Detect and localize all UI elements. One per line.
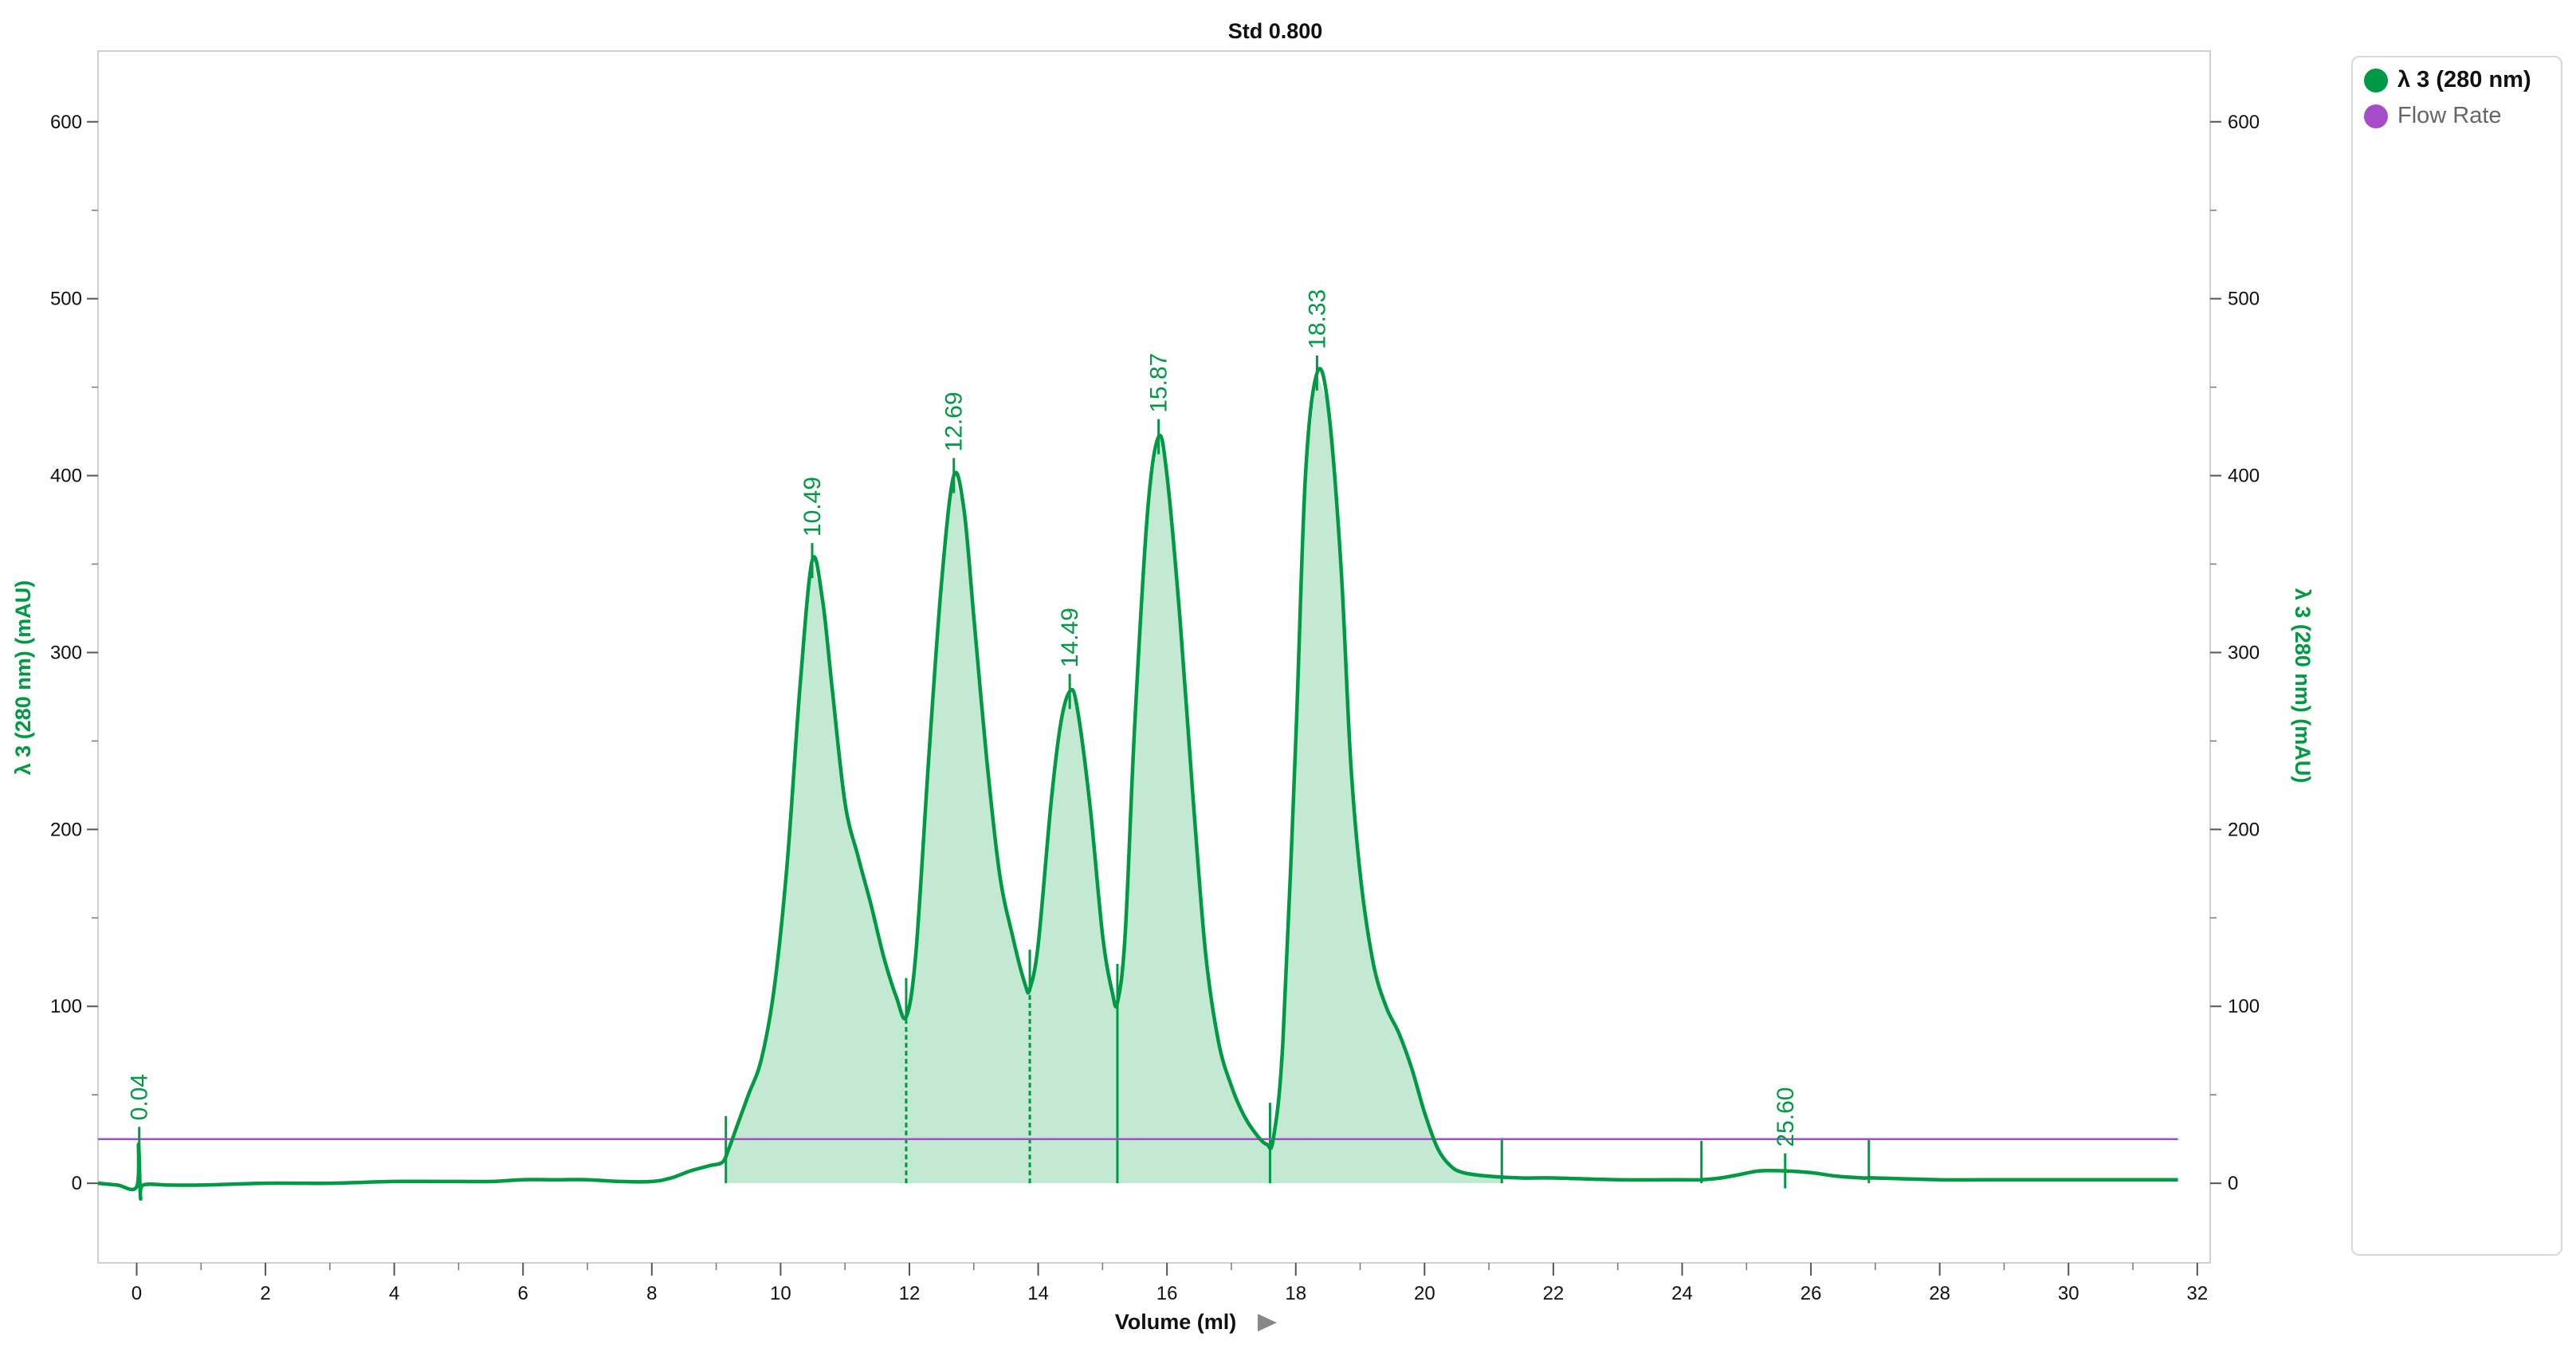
- legend-label-absorbance: λ 3 (280 nm): [2397, 67, 2531, 92]
- y-left-tick-label: 600: [50, 112, 82, 133]
- chart-title: Std 0.800: [1228, 19, 1323, 43]
- y-right-tick-label: 500: [2228, 289, 2260, 310]
- legend-panel: λ 3 (280 nm) Flow Rate: [2351, 56, 2562, 1256]
- y-left-tick-label: 200: [50, 819, 82, 840]
- peak-area-fill: [725, 372, 1502, 1184]
- x-axis-arrow-icon[interactable]: [1258, 1314, 1277, 1331]
- peak-label: 0.04: [127, 1074, 153, 1120]
- x-axis: 0 2 4 6 8 10 12 14 16 18 20 22 24 26 28 30 32: [132, 1263, 2208, 1304]
- series-line-layer: [97, 367, 2178, 1201]
- y-right-tick-label: 100: [2228, 996, 2260, 1017]
- legend-item-absorbance[interactable]: λ 3 (280 nm): [2364, 67, 2561, 93]
- series-line-absorbance[interactable]: [97, 367, 2178, 1201]
- legend-item-flow-rate[interactable]: Flow Rate: [2364, 103, 2561, 129]
- y-right-tick-label: 200: [2228, 819, 2260, 840]
- peak-label: 12.69: [941, 391, 968, 451]
- x-tick-label: 30: [2058, 1283, 2079, 1304]
- x-tick-label: 16: [1156, 1283, 1178, 1304]
- x-tick-label: 8: [646, 1283, 657, 1304]
- y-left-tick-label: 100: [50, 996, 82, 1017]
- x-tick-label: 10: [770, 1283, 791, 1304]
- x-tick-label: 24: [1671, 1283, 1693, 1304]
- y-right-tick-label: 0: [2228, 1173, 2238, 1194]
- legend-dot-icon: [2364, 68, 2388, 92]
- x-tick-label: 6: [518, 1283, 528, 1304]
- y-axis-right-title: λ 3 (280 nm) (mAU): [2291, 588, 2315, 784]
- peak-fill-layer: [725, 372, 1502, 1184]
- peak-label: 15.87: [1146, 353, 1172, 413]
- x-tick-label: 12: [899, 1283, 921, 1304]
- y-left-tick-label: 400: [50, 466, 82, 487]
- x-tick-label: 32: [2186, 1283, 2208, 1304]
- y-axis-right: 0 100 200 300 400 500 600: [2210, 112, 2260, 1194]
- peak-label: 25.60: [1773, 1087, 1799, 1147]
- x-tick-label: 2: [260, 1283, 270, 1304]
- peak-label: 14.49: [1057, 608, 1083, 667]
- legend-dot-icon: [2364, 104, 2388, 128]
- x-tick-label: 22: [1543, 1283, 1565, 1304]
- y-axis-left-title: λ 3 (280 nm) (mAU): [11, 580, 35, 776]
- y-left-tick-label: 500: [50, 289, 82, 310]
- x-tick-label: 14: [1027, 1283, 1049, 1304]
- y-right-tick-label: 300: [2228, 642, 2260, 663]
- x-tick-label: 20: [1414, 1283, 1435, 1304]
- y-left-tick-label: 0: [72, 1173, 82, 1194]
- legend-label-flow-rate: Flow Rate: [2397, 103, 2502, 128]
- x-tick-label: 28: [1929, 1283, 1950, 1304]
- y-axis-left: 0 100 200 300 400 500 600: [50, 112, 98, 1194]
- y-right-tick-label: 400: [2228, 466, 2260, 487]
- y-right-tick-label: 600: [2228, 112, 2260, 133]
- x-axis-title: Volume (ml): [1115, 1310, 1237, 1334]
- peak-label-layer: 0.04 10.49 12.69 14.49 15.87 18.33 25.60: [127, 289, 1799, 1189]
- x-tick-label: 18: [1285, 1283, 1306, 1304]
- x-tick-label: 0: [132, 1283, 142, 1304]
- x-tick-label: 26: [1800, 1283, 1822, 1304]
- peak-label: 18.33: [1304, 289, 1330, 349]
- y-left-tick-label: 300: [50, 642, 82, 663]
- peak-label: 10.49: [799, 477, 826, 537]
- x-tick-label: 4: [389, 1283, 399, 1304]
